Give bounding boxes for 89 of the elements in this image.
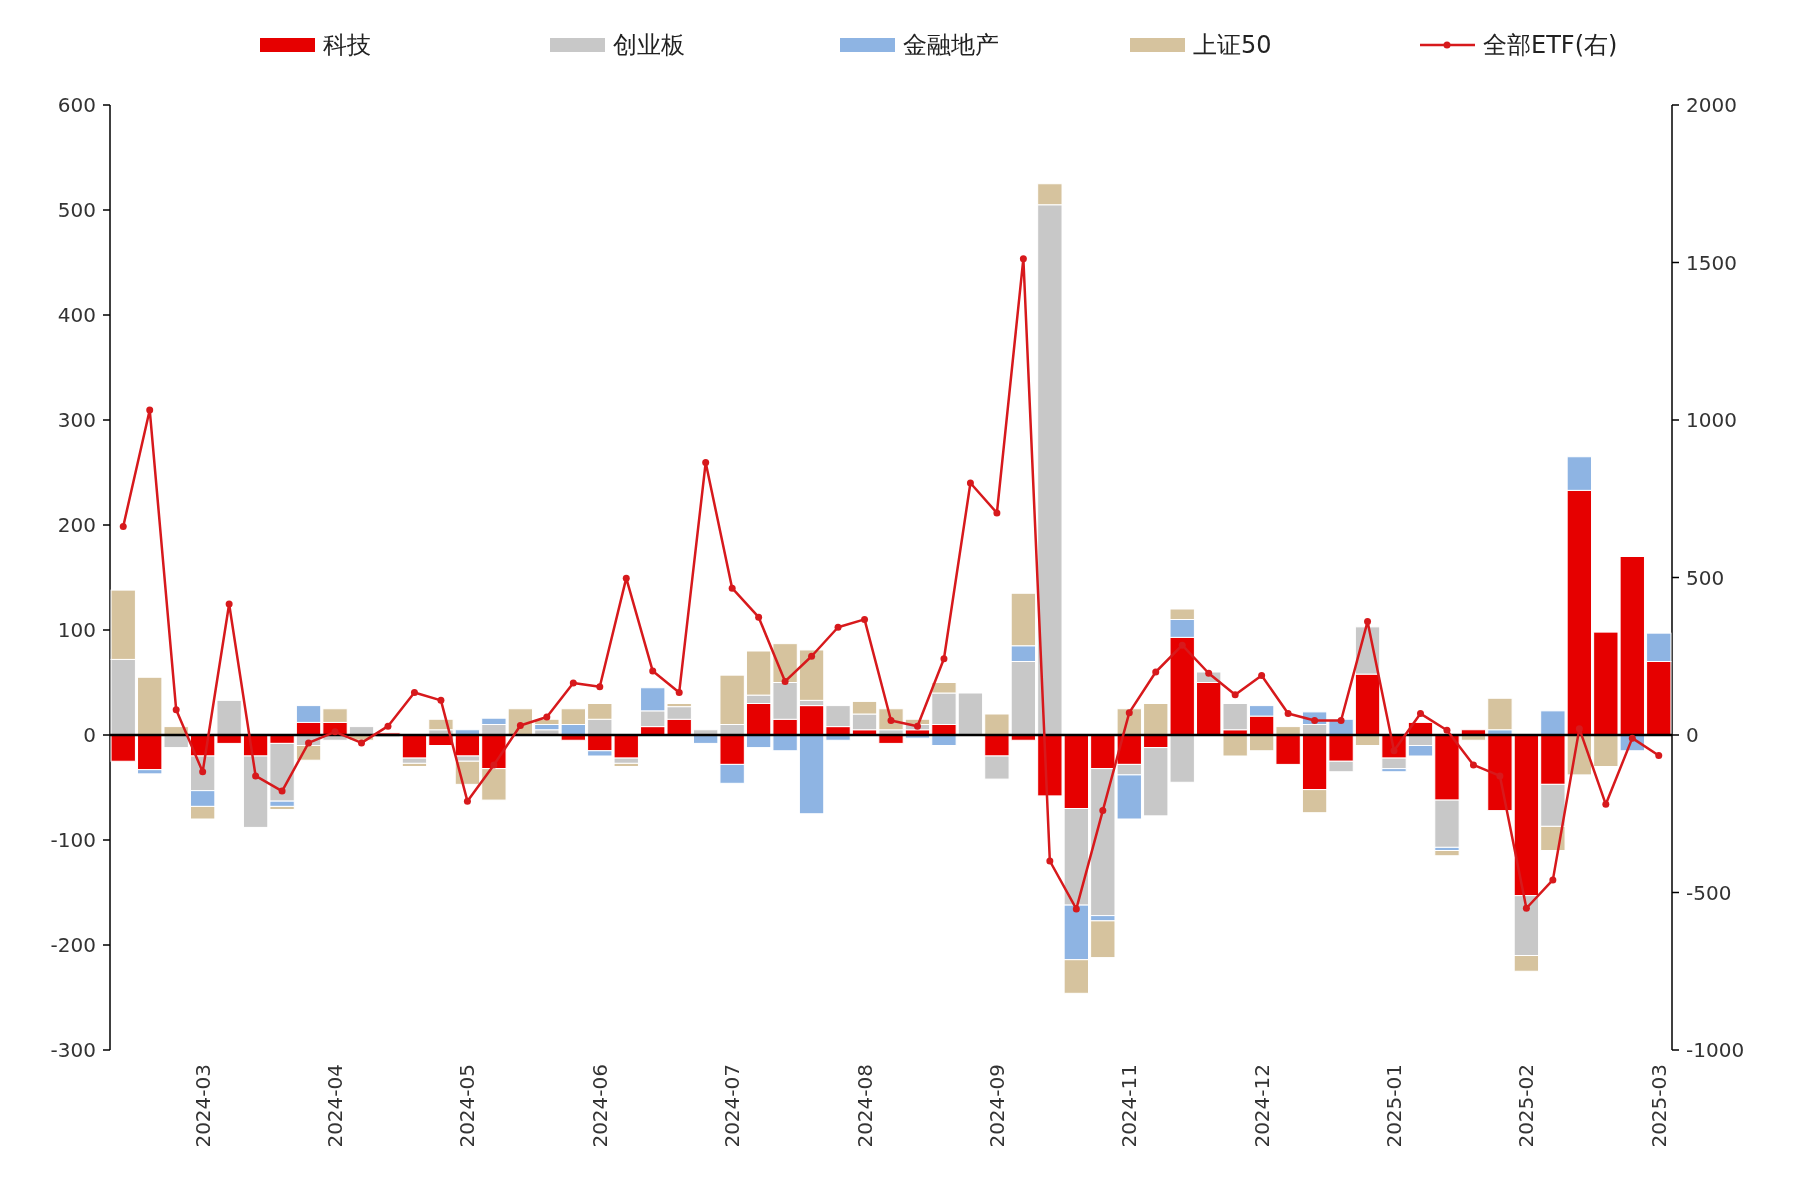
point: [463, 797, 471, 805]
point: [1152, 668, 1160, 676]
y2-tick-label: -500: [1686, 880, 1732, 905]
bar: [1434, 850, 1460, 857]
point: [437, 696, 445, 704]
point: [808, 652, 816, 660]
x-tick-label: 2024-06: [587, 1064, 612, 1148]
point: [755, 613, 763, 621]
point: [1072, 905, 1080, 913]
y-tick-label: 300: [57, 408, 96, 432]
point: [1416, 710, 1424, 718]
point: [913, 722, 921, 730]
point: [728, 584, 736, 592]
y2-tick-label: 1500: [1686, 250, 1737, 275]
point: [675, 688, 683, 696]
point: [1628, 734, 1636, 742]
point: [1284, 710, 1292, 718]
point: [252, 772, 260, 780]
point: [1522, 904, 1530, 912]
point: [1099, 807, 1107, 815]
point: [1258, 671, 1266, 679]
point: [1469, 761, 1477, 769]
x-tick-label: 2025-02: [1514, 1064, 1539, 1148]
y-tick-label: -100: [50, 828, 96, 852]
point: [1337, 717, 1345, 725]
point: [861, 615, 869, 623]
x-tick-label: 2024-05: [455, 1064, 480, 1148]
point: [358, 739, 366, 747]
point: [940, 655, 948, 663]
point: [1575, 725, 1583, 733]
y-tick-label: 0: [83, 723, 96, 747]
y-tick-label: 400: [57, 303, 96, 327]
y2-tick-label: 2000: [1686, 93, 1737, 117]
point: [225, 600, 233, 608]
y2-tick-label: 500: [1686, 565, 1725, 590]
point: [622, 574, 630, 582]
point: [1443, 726, 1451, 734]
bar: [216, 699, 242, 736]
point: [172, 706, 180, 714]
x-tick-label: 2025-03: [1646, 1064, 1671, 1148]
point: [781, 677, 789, 685]
y-tick-label: 100: [57, 618, 96, 642]
point: [1231, 691, 1239, 699]
point: [516, 722, 524, 730]
x-tick-label: 2025-01: [1382, 1064, 1407, 1148]
x-tick-label: 2024-04: [323, 1064, 348, 1148]
point: [490, 761, 498, 769]
y-tick-label: -300: [50, 1038, 96, 1062]
y-tick-label: 600: [57, 93, 96, 117]
y-tick-label: -200: [50, 933, 96, 957]
legend-label: 金融地产: [903, 31, 999, 59]
point: [543, 713, 551, 721]
point: [1125, 709, 1133, 717]
y2-tick-label: 0: [1686, 723, 1699, 747]
point: [278, 787, 286, 795]
y2-tick-label: 1000: [1686, 408, 1737, 432]
x-tick-label: 2024-08: [852, 1064, 877, 1148]
point: [649, 667, 657, 675]
point: [199, 768, 207, 776]
point: [119, 522, 127, 530]
point: [146, 406, 154, 414]
x-tick-label: 2024-03: [190, 1064, 215, 1148]
y-tick-label: 200: [57, 513, 96, 537]
point: [1549, 876, 1557, 884]
point: [1178, 641, 1186, 649]
legend-label: 上证50: [1193, 31, 1272, 59]
x-tick-label: 2024-07: [720, 1064, 745, 1148]
y2-tick-label: -1000: [1686, 1038, 1745, 1062]
point: [569, 679, 577, 687]
point: [1496, 772, 1504, 780]
point: [702, 459, 710, 467]
point: [966, 479, 974, 487]
y-tick-label: 500: [57, 198, 96, 222]
point: [1655, 751, 1663, 759]
point: [1046, 857, 1054, 865]
point: [993, 509, 1001, 517]
x-tick-label: 2024-11: [1117, 1064, 1142, 1148]
x-tick-label: 2024-12: [1249, 1064, 1274, 1148]
point: [1019, 255, 1027, 263]
point: [596, 683, 604, 691]
point: [384, 722, 392, 730]
point: [1602, 800, 1610, 808]
x-tick-label: 2024-09: [984, 1064, 1009, 1148]
legend-label: 科技: [323, 31, 371, 59]
point: [1364, 618, 1372, 626]
point: [410, 688, 418, 696]
legend-label: 全部ETF(右): [1483, 31, 1618, 59]
legend-label: 创业板: [613, 31, 685, 59]
point: [834, 623, 842, 631]
